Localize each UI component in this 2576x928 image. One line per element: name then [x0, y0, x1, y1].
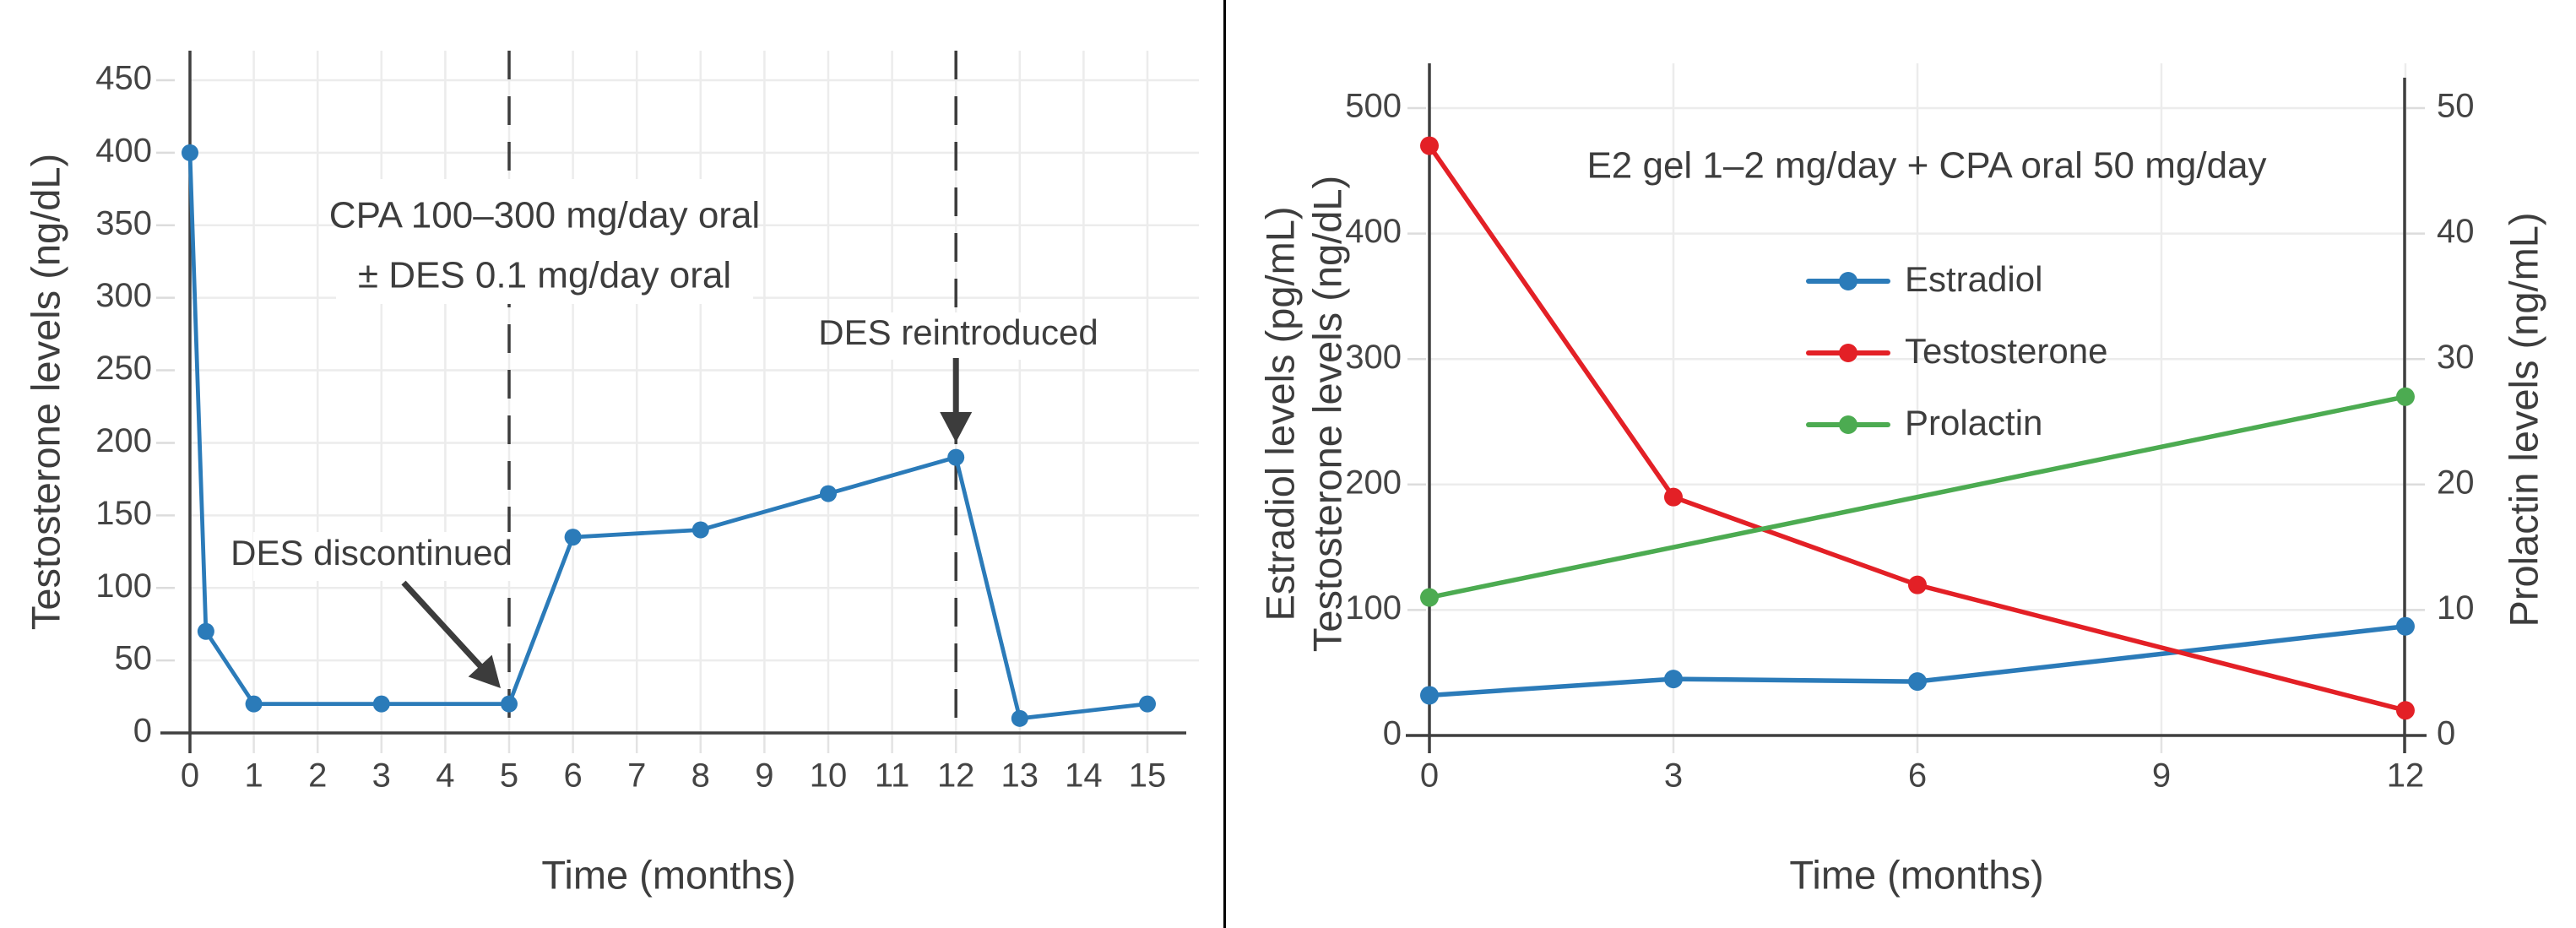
y-tick-label-right: 50: [2437, 88, 2475, 125]
gridlines: [156, 51, 1199, 753]
x-tick-label: 3: [1664, 757, 1683, 795]
y-tick-label: 0: [133, 713, 152, 750]
x-tick-label: 4: [436, 757, 454, 795]
legend-label-testosterone: Testosterone: [1905, 331, 2107, 371]
prolactin-line: [1427, 394, 2408, 600]
des-discontinued-label: DES discontinued: [230, 533, 512, 573]
x-tick-label: 13: [1001, 757, 1039, 795]
data-point: [372, 695, 390, 713]
des-reintroduced-arrow-head: [940, 412, 973, 442]
legend-swatch-marker: [1839, 415, 1857, 434]
legend: Estradiol Testosterone Prolactin: [1806, 259, 2107, 442]
data-point: [564, 529, 582, 546]
y-tick-label-right: 0: [2437, 715, 2455, 752]
x-tick-label: 6: [563, 757, 582, 795]
y-tick-label-left: 200: [1345, 464, 1402, 501]
data-point: [947, 448, 965, 466]
legend-label-prolactin: Prolactin: [1905, 403, 2042, 442]
y-tick-label-left: 500: [1345, 88, 1402, 125]
chart-title: E2 gel 1–2 mg/day + CPA oral 50 mg/day: [1586, 145, 2266, 187]
des-discontinued-arrow-head: [468, 654, 501, 688]
y-tick-label-left: 100: [1345, 589, 1402, 627]
x-tick-label: 7: [627, 757, 646, 795]
x-tick-label: 0: [1420, 757, 1439, 795]
y-axis-title: Testosterone levels (ng/dL): [23, 154, 68, 630]
testosterone-line: [1427, 143, 2408, 714]
y-tick-label: 450: [95, 60, 152, 97]
y-tick-label: 250: [95, 350, 152, 387]
legend-swatch-marker: [1839, 272, 1857, 290]
data-point: [1907, 575, 1927, 594]
y-tick-label: 400: [95, 132, 152, 169]
cpa-regimen-annotation-line1: CPA 100–300 mg/day oral: [329, 195, 760, 236]
x-axis-title: Time (months): [541, 852, 795, 897]
y-tick-label-left: 0: [1383, 715, 1402, 752]
y-axis-title-right: Prolactin levels (ng/mL): [2501, 212, 2546, 627]
data-point: [1907, 672, 1927, 692]
x-tick-label: 14: [1065, 757, 1103, 795]
data-point: [1420, 136, 1439, 155]
annotations: CPA 100–300 mg/day oral ± DES 0.1 mg/day …: [230, 179, 1098, 688]
data-point: [1663, 487, 1683, 507]
y-tick-label: 300: [95, 277, 152, 314]
legend-swatch-marker: [1839, 344, 1857, 362]
y-tick-label: 350: [95, 204, 152, 241]
x-tick-label: 12: [937, 757, 975, 795]
x-tick-label: 9: [755, 757, 773, 795]
y-tick-label-right: 20: [2437, 464, 2475, 501]
data-point: [2395, 701, 2415, 720]
data-point: [1420, 686, 1439, 705]
data-point: [1420, 588, 1439, 607]
x-tick-label: 5: [500, 757, 518, 795]
x-tick-label: 8: [691, 757, 710, 795]
x-tick-label: 1: [244, 757, 263, 795]
y-tick-label-left: 300: [1345, 339, 1402, 376]
y-tick-label: 150: [95, 495, 152, 532]
data-point: [2395, 616, 2415, 636]
x-tick-label: 12: [2387, 757, 2425, 795]
y-tick-label: 100: [95, 567, 152, 605]
x-tick-label: 11: [875, 757, 910, 795]
x-tick-label: 10: [810, 757, 848, 795]
testosterone-monotherapy-chart: 0 1 2 3 4 5 6 7 8 9 10 11 12 13 14 15050100150200250300…: [23, 51, 1199, 897]
annotation-bg: [836, 312, 1081, 360]
annotation-bg: [336, 179, 753, 304]
legend-label-estradiol: Estradiol: [1905, 259, 2042, 299]
x-tick-label: 9: [2152, 757, 2171, 795]
gridlines: [1407, 63, 2425, 753]
data-point: [820, 485, 837, 502]
data-point: [197, 622, 214, 640]
data-point: [2395, 387, 2415, 406]
x-tick-label: 6: [1908, 757, 1927, 795]
panel-divider: [1223, 0, 1226, 928]
des-discontinued-arrow-shaft: [401, 580, 491, 677]
des-reintroduced-label: DES reintroduced: [818, 312, 1098, 352]
x-tick-label: 0: [181, 757, 199, 795]
x-tick-label: 3: [372, 757, 391, 795]
cpa-regimen-annotation-line2: ± DES 0.1 mg/day oral: [358, 255, 731, 296]
y-tick-label: 200: [95, 422, 152, 459]
x-tick-label: 2: [308, 757, 327, 795]
e2-cpa-combination-chart: 0 3 6 9 12 0 100 200 300 400 500 0 10 20 30 40 50 E2 gel …: [1257, 63, 2546, 897]
y-axis-title-left-line2: Testosterone levels (ng/dL): [1304, 176, 1349, 652]
data-point: [1139, 695, 1156, 713]
y-tick-label-right: 40: [2437, 213, 2475, 250]
data-point: [1663, 670, 1683, 689]
y-axis-title-left-line1: Estradiol levels (pg/mL): [1257, 206, 1302, 621]
data-point: [245, 695, 263, 713]
data-point: [182, 144, 198, 161]
y-tick-label: 50: [115, 640, 153, 677]
data-point: [1011, 709, 1028, 727]
y-tick-label-right: 30: [2437, 339, 2475, 376]
x-axis-title: Time (months): [1789, 852, 2043, 897]
data-point: [691, 521, 709, 539]
estradiol-line: [1427, 623, 2408, 698]
y-tick-label-right: 10: [2437, 589, 2475, 627]
x-tick-label: 15: [1129, 757, 1167, 795]
y-tick-label-left: 400: [1345, 213, 1402, 250]
data-point: [501, 695, 518, 713]
annotation-bg: [253, 532, 518, 581]
